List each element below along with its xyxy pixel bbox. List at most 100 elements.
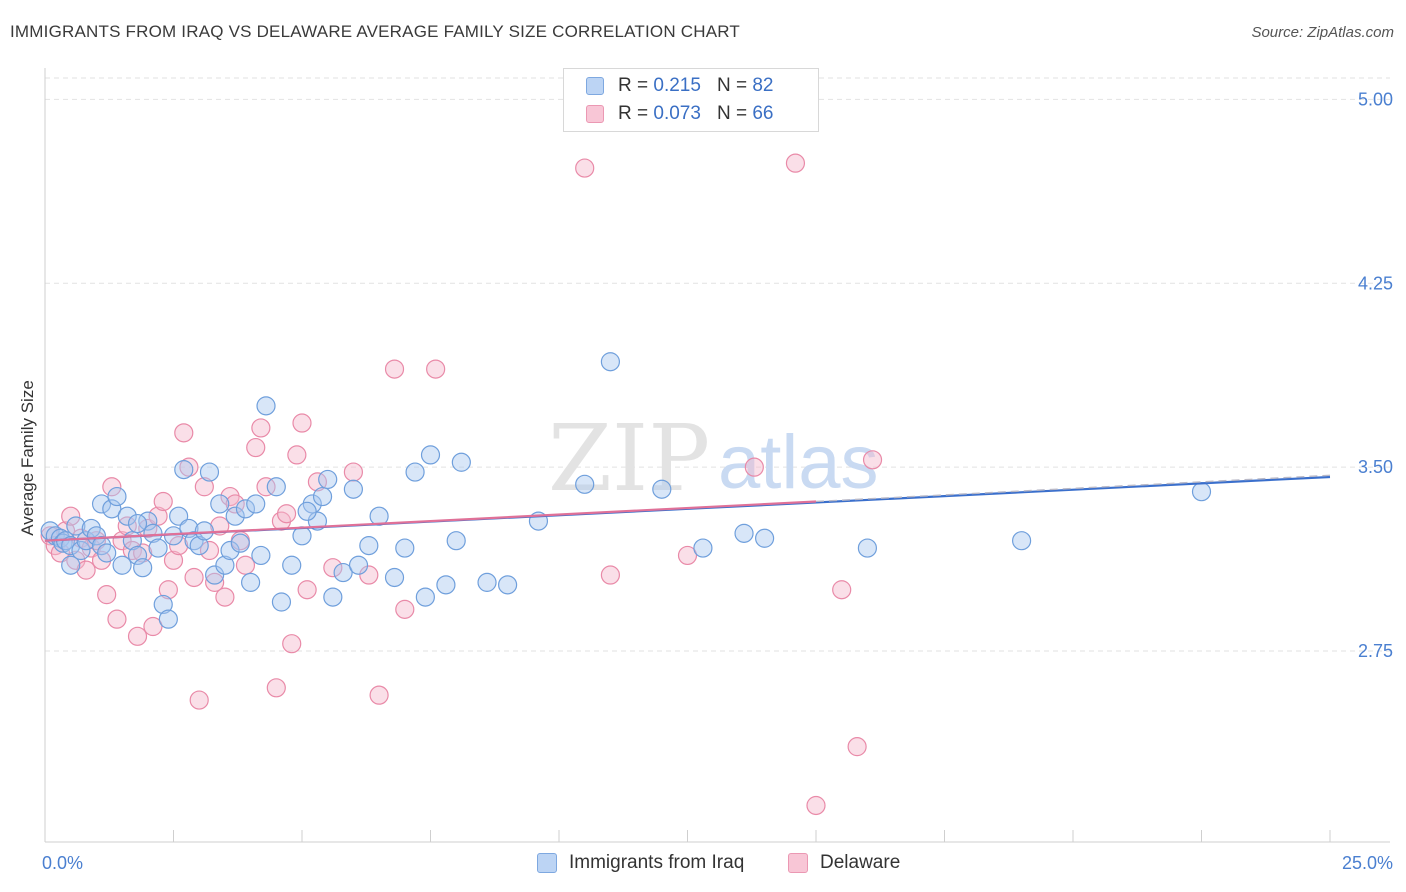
point-iraq [256, 396, 276, 416]
point-iraq [754, 528, 775, 548]
point-iraq [343, 479, 363, 499]
chart-title: IMMIGRANTS FROM IRAQ VS DELAWARE AVERAGE… [10, 22, 741, 41]
legend-n-label: N = [716, 75, 748, 96]
point-iraq [127, 513, 148, 534]
point-iraq [1191, 482, 1212, 502]
point-delaware [862, 450, 883, 470]
point-delaware [256, 477, 276, 497]
legend-item-iraq: Immigrants from Iraq [537, 852, 744, 874]
point-iraq [143, 523, 163, 543]
point-delaware [744, 457, 764, 477]
series-delaware-points [40, 153, 883, 816]
trend-extension-delaware [815, 474, 1331, 503]
series-legend: Immigrants from Iraq Delaware [0, 852, 1406, 878]
point-delaware [677, 545, 698, 566]
point-delaware [163, 550, 184, 570]
point-iraq [230, 533, 250, 553]
point-delaware [133, 543, 153, 563]
point-iraq [76, 531, 96, 551]
point-iraq [225, 506, 245, 526]
point-iraq [61, 555, 81, 575]
y-tick-labels: 2.75 3.50 4.25 5.00 [1358, 89, 1393, 661]
legend-swatch-iraq [586, 77, 604, 95]
point-iraq [292, 526, 312, 546]
x-tick-label: 25.0% [1342, 853, 1393, 873]
point-delaware [292, 413, 312, 433]
point-iraq [107, 486, 127, 507]
point-iraq [189, 536, 209, 556]
point-delaware [107, 609, 127, 629]
point-delaware [158, 580, 178, 600]
trend-lines [44, 474, 1331, 542]
point-delaware [184, 567, 204, 588]
point-delaware [246, 437, 266, 458]
point-delaware [143, 616, 163, 637]
point-delaware [359, 565, 379, 585]
watermark-zip: ZIP [548, 405, 710, 512]
point-iraq [194, 521, 214, 541]
legend-r-value: 0.215 [653, 75, 701, 96]
point-iraq [282, 555, 302, 575]
point-delaware [384, 359, 405, 379]
legend-r-value: 0.073 [653, 103, 701, 124]
y-tick-label: 5.00 [1358, 89, 1393, 109]
legend-n-label: N = [716, 103, 748, 124]
y-axis-label: Average Family Size [18, 380, 37, 536]
point-iraq [102, 499, 122, 519]
legend-swatch-iraq [537, 853, 557, 873]
point-iraq [415, 587, 435, 607]
point-delaware [282, 634, 302, 654]
point-iraq [498, 575, 518, 595]
point-delaware [153, 491, 173, 512]
point-iraq [318, 469, 338, 490]
point-delaware [600, 565, 621, 585]
point-iraq [693, 538, 713, 558]
point-delaware [343, 462, 363, 482]
point-delaware [102, 477, 122, 497]
trend-line-delaware [44, 500, 817, 542]
legend-swatch-delaware [586, 105, 604, 123]
point-iraq [384, 567, 405, 588]
stats-legend: R = 0.215 N = 82 R = 0.073 N = 66 [563, 68, 819, 132]
point-iraq [153, 594, 173, 615]
point-iraq [1011, 531, 1032, 551]
watermark: ZIP atlas [548, 405, 879, 512]
legend-label-delaware: Delaware [820, 852, 901, 873]
point-delaware [148, 506, 168, 526]
point-iraq [174, 460, 194, 480]
point-iraq [312, 486, 333, 507]
point-iraq [734, 523, 754, 543]
point-delaware [199, 540, 220, 561]
x-tick-labels: 0.0% 25.0% [42, 853, 1393, 873]
point-delaware [205, 572, 225, 592]
point-iraq [235, 499, 256, 519]
point-delaware [832, 580, 852, 600]
point-delaware [297, 580, 317, 600]
point-iraq [395, 538, 415, 558]
point-delaware [97, 585, 117, 605]
point-iraq [199, 462, 220, 482]
y-tick-label: 2.75 [1358, 641, 1393, 661]
legend-n-value: 66 [752, 103, 774, 124]
legend-row-delaware: R = 0.073 N = 66 [586, 101, 773, 127]
point-iraq [97, 543, 117, 563]
point-iraq [205, 565, 225, 585]
point-delaware [169, 536, 189, 556]
watermark-atlas: atlas [718, 420, 879, 505]
point-delaware [76, 560, 96, 580]
point-delaware [215, 587, 235, 607]
point-iraq [71, 540, 91, 561]
legend-swatch-delaware [788, 853, 808, 873]
point-iraq [323, 587, 343, 607]
point-iraq [451, 452, 471, 472]
legend-r-label: R = [618, 75, 649, 96]
source-credit: Source: ZipAtlas.com [1251, 24, 1394, 41]
point-iraq [127, 545, 148, 566]
y-tick-label: 3.50 [1358, 457, 1393, 477]
point-iraq [297, 501, 317, 521]
point-delaware [61, 506, 81, 526]
point-iraq [348, 555, 369, 575]
legend-item-delaware: Delaware [788, 852, 900, 874]
point-iraq [436, 575, 456, 595]
